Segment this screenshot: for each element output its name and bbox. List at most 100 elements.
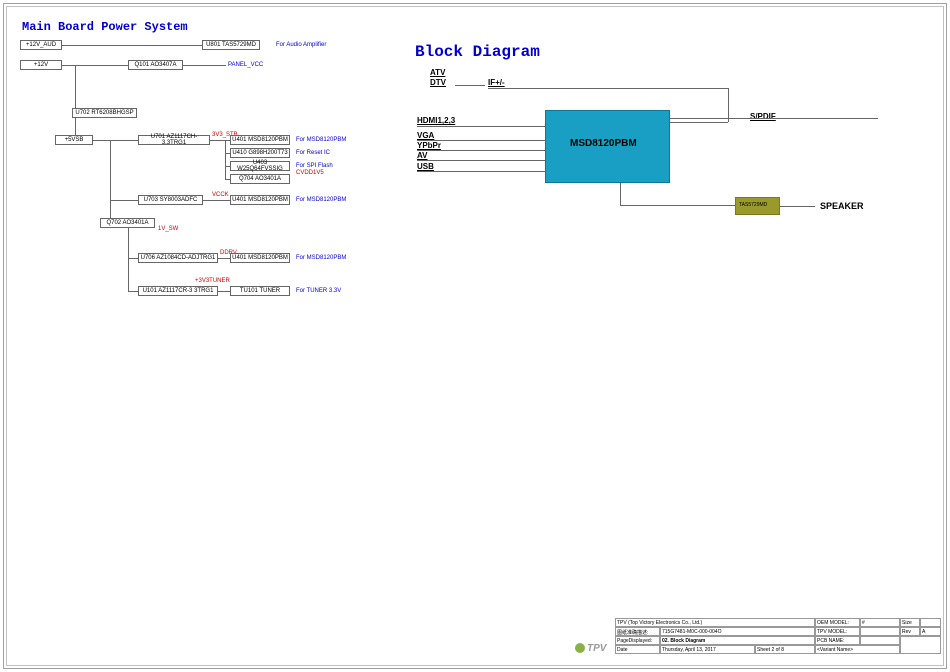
box-u401b: U401 MSD8120PBM — [230, 195, 290, 205]
box-q702: Q702 AO3401A — [100, 218, 155, 228]
tb-all: # — [860, 618, 900, 627]
wire — [110, 140, 111, 200]
io-vga: VGA — [417, 131, 434, 140]
lbl-3v3tuner: +3V3TUNER — [195, 278, 230, 284]
io-speaker: SPEAKER — [820, 201, 864, 211]
box-q101: Q101 AO3407A — [128, 60, 183, 70]
box-tu101: TU101 TUNER — [230, 286, 290, 296]
wire — [128, 258, 138, 259]
box-u403: U403 W25Q64FVSSIG — [230, 161, 290, 171]
power-title: Main Board Power System — [22, 20, 188, 34]
wire — [225, 140, 226, 179]
wire — [417, 171, 545, 172]
box-q704: Q704 AO3401A — [230, 174, 290, 184]
lbl-audio-amp: For Audio Amplifier — [276, 42, 326, 48]
wire — [93, 140, 138, 141]
tb-pcb-v — [860, 636, 900, 645]
box-u801: U801 TAS5729MD — [202, 40, 260, 50]
io-usb: USB — [417, 162, 434, 171]
wire — [128, 258, 129, 291]
box-u702: U702 RT6208BHGSP — [72, 108, 137, 118]
box-u401a: U401 MSD8120PBM — [230, 135, 290, 145]
io-if: IF+/- — [488, 78, 505, 87]
tb-var: <Variant Name> — [815, 645, 900, 654]
io-ypbpr: YPbPr — [417, 141, 441, 150]
lbl-1vsw: 1V_SW — [158, 226, 178, 232]
tb-size-v — [920, 618, 941, 627]
wire — [128, 291, 138, 292]
tb-r1b: 715G7481-M0C-000-004O — [660, 627, 815, 636]
lbl-msd1: For MSD8120PBM — [296, 137, 346, 143]
lbl-msd3: For MSD8120PBM — [296, 255, 346, 261]
io-atv: ATV — [430, 68, 445, 77]
box-u706: U706 AZ1084CD-ADJTRG1 — [138, 253, 218, 263]
wire — [75, 65, 76, 108]
lbl-spi: For SPI Flash — [296, 163, 333, 169]
tb-r1a: 图纸准确描述: — [615, 627, 660, 636]
io-spdif: S/PDIF — [750, 112, 776, 121]
tb-reva: A — [920, 627, 941, 636]
wire — [728, 88, 729, 122]
wire — [203, 200, 230, 201]
logo: TPV — [575, 643, 606, 654]
main-chip-label: MSD8120PBM — [570, 138, 637, 149]
inner-frame — [6, 6, 944, 666]
wire — [183, 65, 226, 66]
tb-r2a: PageDisplayed: — [615, 636, 660, 645]
lbl-tuner33: For TUNER 3.3V — [296, 288, 341, 294]
wire — [62, 45, 202, 46]
wire — [225, 179, 230, 180]
tb-tpv-v — [860, 627, 900, 636]
wire — [110, 200, 138, 201]
wire — [210, 140, 230, 141]
lbl-panel-vcc: PANEL_VCC — [228, 62, 263, 68]
tb-r3b: Thursday, April 13, 2017 — [660, 645, 755, 654]
tb-sheet: Sheet 2 of 8 — [755, 645, 815, 654]
wire — [417, 150, 545, 151]
wire — [417, 126, 545, 127]
tb-r3a: Date — [615, 645, 660, 654]
wire — [670, 118, 878, 119]
box-u401c: U401 MSD8120PBM — [230, 253, 290, 263]
wire — [75, 118, 76, 135]
tb-oem: OEM MODEL: — [815, 618, 860, 627]
io-hdmi: HDMI1,2,3 — [417, 116, 455, 125]
wire — [620, 183, 621, 205]
box-u703: U703 SY8003ADFC — [138, 195, 203, 205]
wire — [110, 200, 111, 220]
wire — [620, 205, 735, 206]
tb-rev: Rev — [900, 627, 920, 636]
wire — [417, 160, 545, 161]
wire — [455, 85, 485, 86]
block-title: Block Diagram — [415, 43, 540, 61]
lbl-cvdd: CVDD1V5 — [296, 170, 324, 176]
tb-blank — [900, 636, 941, 654]
wire — [218, 258, 230, 259]
lbl-vcck: VCCK — [212, 192, 229, 198]
box-12v: +12V — [20, 60, 62, 70]
tb-size: Size — [900, 618, 920, 627]
tb-pcb: PCB NAME: — [815, 636, 860, 645]
tb-tpv: TPV MODEL: — [815, 627, 860, 636]
tb-company: TPV (Top Victory Electronics Co., Ltd.) — [615, 618, 815, 627]
lbl-reset: For Reset IC — [296, 150, 330, 156]
wire — [128, 228, 129, 258]
wire — [488, 88, 728, 89]
io-av: AV — [417, 151, 428, 160]
tb-r2b: 02. Block Diagram — [660, 636, 815, 645]
logo-icon — [575, 643, 585, 653]
box-u410: U410 G898H200T73 — [230, 148, 290, 158]
io-dtv: DTV — [430, 78, 446, 87]
box-5vsb: +5VSB — [55, 135, 93, 145]
logo-text: TPV — [587, 643, 606, 654]
wire — [225, 153, 230, 154]
wire — [225, 166, 230, 167]
box-u101: U101 AZ1117CR-3 3TRG1 — [138, 286, 218, 296]
wire — [62, 65, 128, 66]
wire — [780, 206, 815, 207]
wire — [218, 291, 230, 292]
box-u701: U701 AZ1117CH-3.3TRG1 — [138, 135, 210, 145]
amp-chip-label: TAS5729MD — [739, 202, 767, 208]
wire — [668, 122, 728, 123]
box-12v-aud: +12V_AUD — [20, 40, 62, 50]
